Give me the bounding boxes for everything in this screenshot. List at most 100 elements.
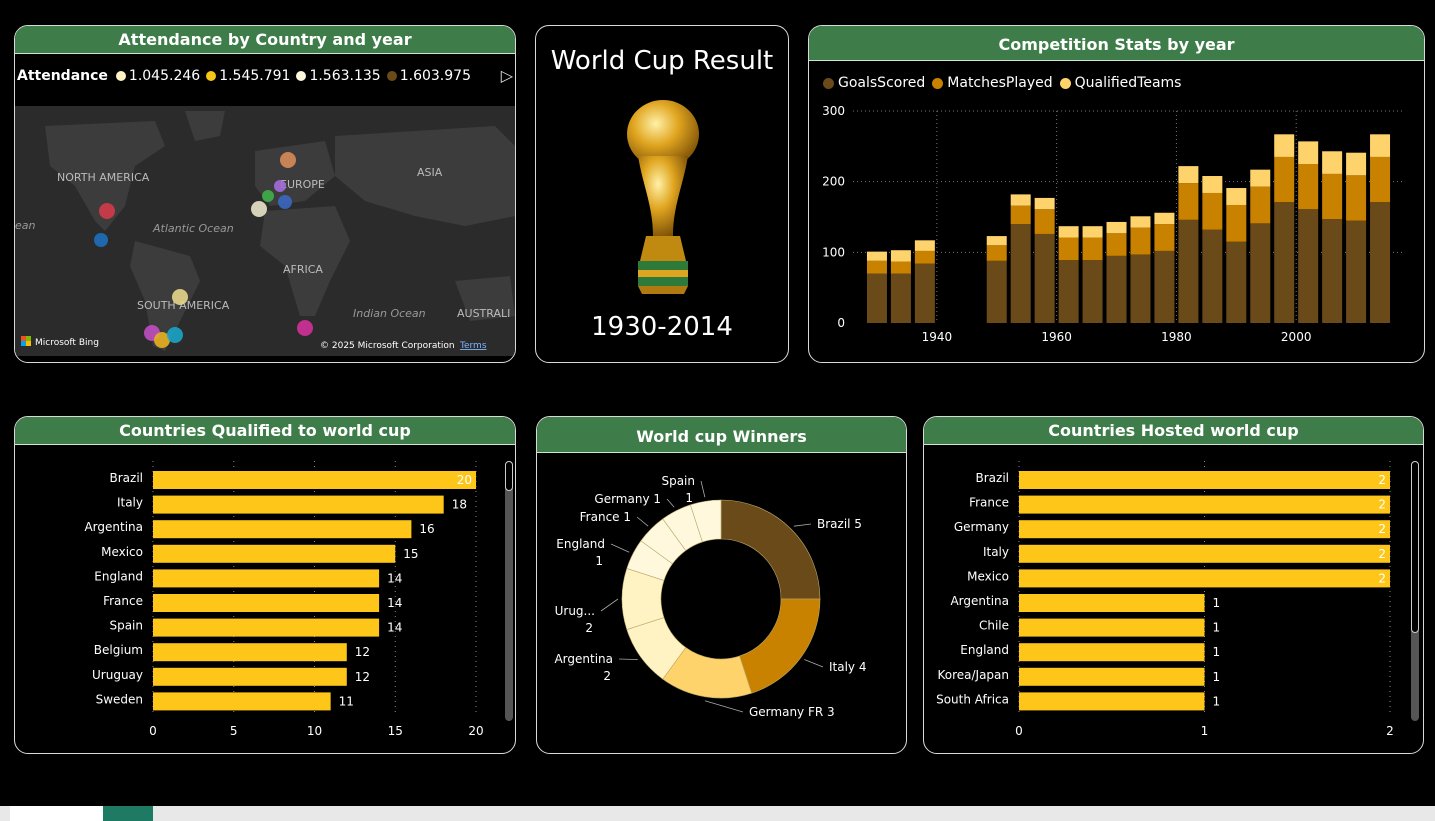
stats-bar-QualifiedTeams: [1250, 169, 1271, 187]
stats-bar-QualifiedTeams: [866, 251, 887, 261]
y-tick-label: 0: [837, 316, 845, 330]
map-greenland: [185, 111, 225, 141]
hosted-scrollbar[interactable]: [1411, 461, 1419, 721]
category-label: England: [960, 643, 1009, 657]
category-label: Spain: [109, 619, 143, 633]
stats-bar-MatchesPlayed: [1274, 156, 1295, 203]
data-label: 11: [339, 694, 354, 708]
legend-teams-dot: [1059, 77, 1071, 89]
result-title: World Cup Result: [550, 46, 774, 76]
stats-bar-QualifiedTeams: [1226, 188, 1247, 205]
map-bubble: [297, 320, 313, 336]
slice-label: Italy 4: [829, 660, 866, 674]
stats-bar-QualifiedTeams: [1298, 141, 1319, 164]
hosted-title: Countries Hosted world cup: [924, 417, 1423, 445]
hosted-scroll-thumb[interactable]: [1411, 461, 1419, 633]
stats-title: Competition Stats by year: [809, 26, 1424, 61]
map-bubble: [262, 190, 274, 202]
stats-bar-QualifiedTeams: [1106, 221, 1127, 234]
legend-goals-label: GoalsScored: [838, 75, 926, 91]
stats-bar-GoalsScored: [1106, 255, 1127, 323]
qualified-countries-card: Countries Qualified to world cup 0 5 10 15 2…: [14, 416, 516, 754]
stats-bar-GoalsScored: [1274, 202, 1295, 323]
stats-bar-QualifiedTeams: [1034, 197, 1055, 210]
category-label: Mexico: [101, 545, 143, 559]
stats-bar-GoalsScored: [1370, 202, 1391, 323]
leader-line: [793, 523, 812, 527]
stats-bar-GoalsScored: [1346, 220, 1367, 323]
world-map[interactable]: NORTH AMERICA EUROPE ASIA Atlantic Ocean…: [15, 106, 515, 356]
donut-slice-Brazil: [720, 499, 821, 600]
leader-line: [704, 700, 744, 713]
stats-bar-MatchesPlayed: [1130, 227, 1151, 255]
competition-stats-chart[interactable]: 0 100 200 300 1940 1960 1980 2000: [809, 101, 1424, 361]
map-label-europe: EUROPE: [280, 178, 325, 191]
bar: [1019, 667, 1205, 686]
qualified-title: Countries Qualified to world cup: [15, 417, 515, 445]
qualified-countries-chart[interactable]: 0 5 10 15 20 Brazil 20 Italy 18 Argentina 16 Mexico…: [15, 447, 515, 747]
leader-line: [618, 658, 638, 660]
map-bubble: [278, 195, 292, 209]
category-label: Chile: [979, 619, 1009, 633]
map-north-america: [45, 121, 165, 231]
slice-label: Germany FR 3: [749, 705, 835, 719]
map-south-america: [130, 241, 200, 351]
bar: [153, 667, 347, 686]
stats-bar-MatchesPlayed: [890, 261, 911, 274]
stats-bar-GoalsScored: [890, 273, 911, 323]
bar: [1019, 495, 1390, 514]
legend-goals-dot: [823, 77, 834, 89]
map-label-ocean-left: ean: [15, 219, 36, 232]
stats-bar-GoalsScored: [866, 273, 887, 323]
data-label: 16: [419, 522, 434, 536]
page-tab[interactable]: [10, 806, 103, 821]
slice-label: Brazil 5: [817, 517, 862, 531]
map-bubble: [154, 332, 170, 348]
qualified-scroll-thumb[interactable]: [505, 461, 513, 491]
category-label: Mexico: [967, 569, 1009, 583]
category-label: South Africa: [936, 692, 1009, 706]
hosted-countries-chart[interactable]: 0 1 2 Brazil 2 France 2 Germany 2 Italy 2 Mexico 2 Ar…: [924, 447, 1423, 747]
hosted-countries-card: Countries Hosted world cup 0 1 2 Brazil 2 Fra…: [923, 416, 1424, 754]
stats-bar-QualifiedTeams: [1082, 226, 1103, 238]
stats-bar-QualifiedTeams: [986, 236, 1007, 246]
data-label: 1: [1213, 645, 1221, 659]
slice-label: England: [556, 537, 605, 551]
stats-bar-MatchesPlayed: [1178, 183, 1199, 220]
data-label: 1: [1213, 596, 1221, 610]
map-label-africa: AFRICA: [283, 263, 323, 276]
map-legend-label-4: 1.603.975: [399, 68, 471, 84]
x-tick-label: 1: [1201, 724, 1209, 738]
category-label: Uruguay: [92, 668, 143, 682]
data-label: 18: [452, 498, 467, 512]
data-label: 14: [387, 571, 402, 585]
attendance-map-card: Attendance by Country and year Attendanc…: [14, 25, 516, 363]
stats-bar-MatchesPlayed: [1058, 237, 1079, 261]
data-label: 14: [387, 621, 402, 635]
stats-bar-MatchesPlayed: [1250, 186, 1271, 224]
donut-slice-Spain: [690, 499, 722, 543]
slice-label: Argentina: [554, 652, 613, 666]
legend-next-arrow-icon[interactable]: ▷: [500, 66, 513, 85]
x-tick-label: 0: [1015, 724, 1023, 738]
stats-bar-GoalsScored: [1202, 229, 1223, 323]
data-label: 2: [1378, 498, 1386, 512]
stats-bar-QualifiedTeams: [1154, 212, 1175, 225]
page-tab-active[interactable]: [103, 806, 153, 821]
category-label: Germany: [954, 520, 1009, 534]
data-label: 2: [1378, 571, 1386, 585]
map-legend-dot-4: [386, 71, 397, 81]
map-bubble: [280, 152, 296, 168]
map-copyright: © 2025 Microsoft Corporation: [320, 341, 455, 351]
world-cup-winners-chart[interactable]: Brazil 5 Italy 4 Germany FR 3 Argentina 2 Uru…: [537, 453, 906, 753]
map-label-north-america: NORTH AMERICA: [57, 171, 150, 184]
qualified-scrollbar[interactable]: [505, 461, 513, 721]
stats-bar-MatchesPlayed: [866, 260, 887, 274]
leader-line: [804, 659, 824, 668]
data-label: 2: [1378, 473, 1386, 487]
stats-bar-GoalsScored: [1130, 254, 1151, 323]
map-label-asia: ASIA: [417, 166, 443, 179]
bar: [153, 544, 396, 563]
y-tick-label: 100: [822, 245, 845, 259]
data-label: 12: [355, 645, 370, 659]
